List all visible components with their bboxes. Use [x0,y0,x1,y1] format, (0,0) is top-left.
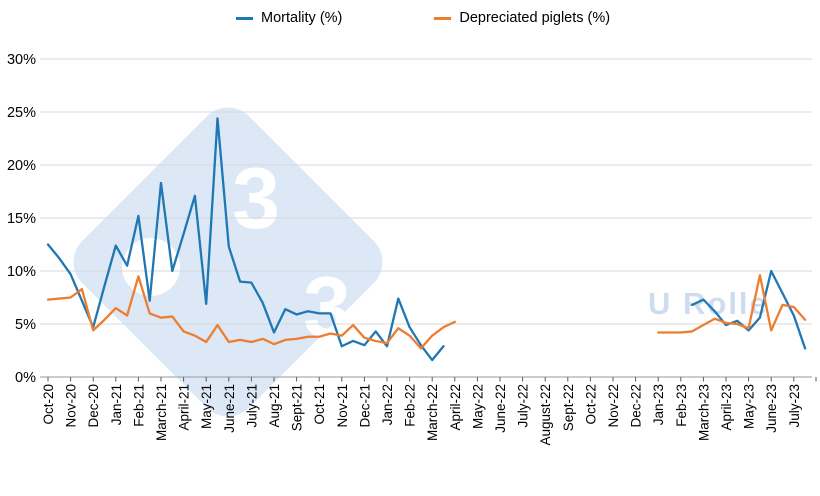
y-axis-label: 15% [7,211,36,227]
y-axis-label: 25% [7,105,36,121]
mortality-line [46,117,445,362]
x-axis-label: Nov-22 [606,384,621,428]
legend-label-mortality: Mortality (%) [261,10,343,26]
y-axis-label: 30% [7,52,36,68]
y-axis-label: 10% [7,264,36,280]
legend: Mortality (%) Depreciated piglets (%) [236,10,610,26]
legend-item-depreciated-piglets: Depreciated piglets (%) [434,10,610,26]
x-axis-label: Dec-21 [357,384,372,428]
y-axis-label: 0% [15,370,36,386]
legend-label-depreciated-piglets: Depreciated piglets (%) [459,10,611,26]
x-axis-label: Oct-22 [583,384,598,425]
x-axis-label: Oct-21 [312,384,327,425]
x-axis-label: Jan-21 [109,384,124,425]
x-axis-label: Nov-20 [64,384,79,428]
x-axis-label: Sept-22 [561,384,576,431]
x-axis-label: March-22 [425,384,440,441]
y-axis-label: 5% [15,317,36,333]
x-axis-label: Aug-21 [267,384,282,428]
x-axis-label: July-21 [244,384,259,428]
x-axis-label: May-21 [199,384,214,429]
x-axis: Oct-20 Nov-20 Dec-20 Jan-21 Feb-21 March-21 Ap… [41,377,817,446]
x-axis-label: April-22 [448,384,463,431]
x-axis-label: August-22 [538,384,553,446]
x-axis-label: June-21 [222,384,237,433]
x-axis-label: May-23 [742,384,757,429]
legend-item-mortality: Mortality (%) [236,10,342,26]
watermark-diamond-icon [73,107,383,417]
watermark: 33 U Rolle [73,107,767,417]
x-axis-label: June-23 [764,384,779,433]
x-axis-label: Jan-23 [651,384,666,425]
depreciated-piglets-line-swatch-icon [434,16,452,20]
watermark-digit: 3 [232,151,280,247]
x-axis-label: Jan-22 [380,384,395,425]
x-axis-label: June-22 [493,384,508,433]
depreciated-piglets-line [46,275,456,350]
x-axis-label: Dec-22 [629,384,644,428]
watermark-digit: 3 [303,260,351,356]
x-axis-label: Dec-20 [86,384,101,428]
x-axis-label: March-23 [696,384,711,441]
y-axis-label: 20% [7,158,36,174]
x-axis-label: April-21 [177,384,192,431]
x-axis-label: May-22 [470,384,485,429]
x-axis-label: Nov-21 [335,384,350,428]
x-axis-label: Feb-22 [403,384,418,427]
x-axis-label: Feb-21 [131,384,146,427]
x-axis-label: April-23 [719,384,734,431]
mortality-line-swatch-icon [236,16,253,20]
x-axis-label: Feb-23 [674,384,689,427]
x-axis-label: Sept-21 [290,384,305,431]
x-axis-label: March-21 [154,384,169,441]
x-axis-label: July-22 [516,384,531,428]
x-axis-label: July-23 [787,384,802,428]
depreciated-piglets-line [657,274,807,334]
x-axis-label: Oct-20 [41,384,56,425]
y-axis: 0% 5% 10% 15% 20% 25% 30% [7,52,812,386]
mortality-line [690,269,807,350]
